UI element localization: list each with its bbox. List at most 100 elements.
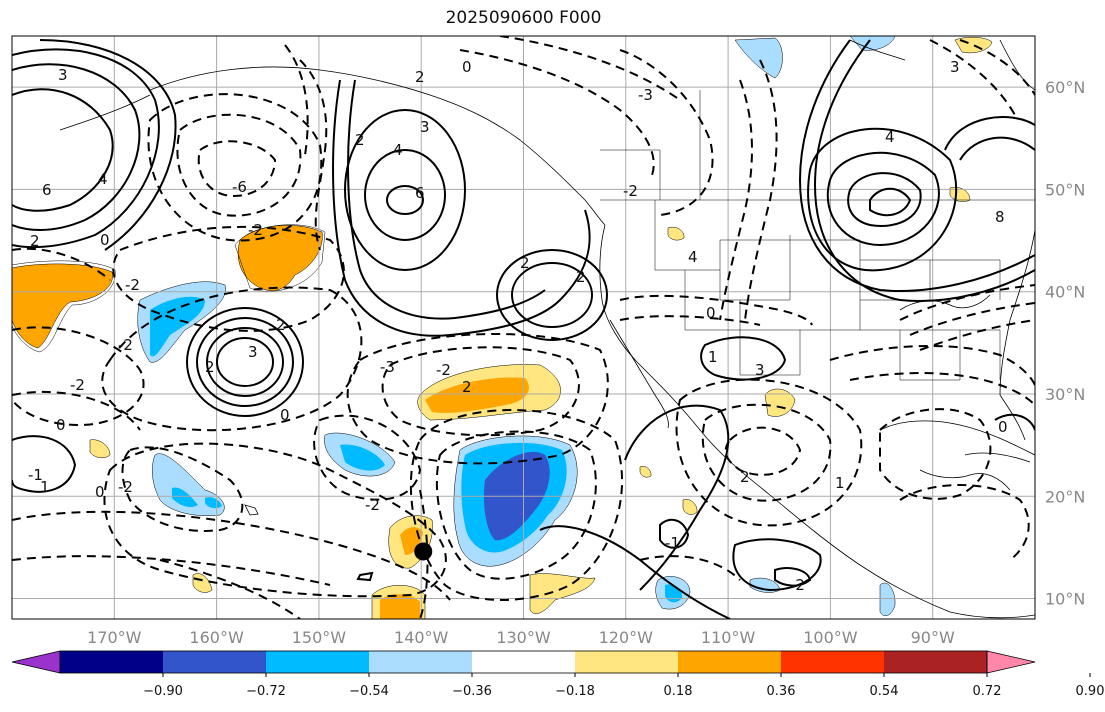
- contour-label: 3: [755, 361, 765, 379]
- contour-label: 2: [740, 468, 750, 486]
- contour-far-e: [994, 413, 1035, 431]
- colorbar-tick-label: −0.54: [349, 684, 389, 699]
- lon-label: 160°W: [189, 628, 244, 647]
- dcontour-12: [103, 442, 447, 598]
- contour-label: 3: [248, 343, 258, 361]
- shade-blue-1: [150, 296, 205, 357]
- contour-label: 0: [280, 406, 290, 424]
- storm-marker: [414, 542, 433, 561]
- coast-pacific-nw: [599, 224, 1035, 619]
- contour-label: 6: [415, 184, 425, 202]
- contour-ne-2: [847, 172, 922, 227]
- dcontour-41: [284, 44, 309, 156]
- lat-label: 60°N: [1045, 78, 1085, 97]
- contour-far-ne-2: [944, 116, 1035, 151]
- contour-low-wc-2: [496, 249, 608, 341]
- dcontour-20: [879, 408, 992, 500]
- dcontour-9: [346, 332, 609, 465]
- dcontour-35: [959, 39, 1035, 96]
- dcontour-8: [381, 346, 580, 437]
- lon-label: 150°W: [292, 628, 347, 647]
- dcontour-13: [12, 510, 451, 601]
- contour-label: 0: [100, 231, 110, 249]
- shade-yellow-6: [529, 573, 596, 614]
- colorbar-tick-label: −0.18: [555, 684, 595, 699]
- contour-label: 8: [995, 208, 1005, 226]
- contour-label: 4: [885, 128, 895, 146]
- contour-labels: 3 0 6 2 4 2 -2 0 2 3 4 6 -6 -2 2 2 4 -2 …: [28, 58, 1008, 594]
- coast-greatlakes: [899, 294, 991, 311]
- contour-sw-1: [12, 435, 77, 493]
- contour-mex-2: [700, 336, 787, 381]
- map-border: [11, 35, 1036, 620]
- contour-label: 3: [420, 118, 430, 136]
- coast-cuba: [964, 452, 1031, 463]
- dcontour-4: [112, 225, 345, 332]
- dashed-contours: [12, 36, 1035, 619]
- lat-label: 20°N: [1045, 487, 1085, 506]
- dcontour-22: [829, 344, 1035, 386]
- shade-blue-5: [205, 497, 222, 509]
- contour-ne-6: [813, 39, 1035, 302]
- dcontour-21: [899, 484, 1030, 561]
- dcontour-37: [639, 555, 741, 581]
- contour-ne-5: [798, 39, 1035, 292]
- contour-nw-4: [39, 39, 177, 251]
- dcontour-38: [159, 559, 301, 619]
- lat-label: 40°N: [1045, 283, 1085, 302]
- contour-s-2: [774, 567, 812, 587]
- dcontour-14: [12, 555, 331, 586]
- lon-label: 110°W: [701, 628, 756, 647]
- colorbar-segment: [781, 651, 885, 673]
- contour-label: 2: [355, 131, 365, 149]
- dcontour-10: [313, 414, 422, 501]
- solid-contours: [12, 39, 1035, 619]
- colorbar-segment: [60, 651, 164, 673]
- contour-label: -2: [436, 361, 451, 379]
- contour-high-alaska-3: [344, 109, 466, 271]
- contour-label: 4: [98, 170, 108, 188]
- dcontour-34: [12, 247, 111, 281]
- dcontour-29: [499, 36, 681, 101]
- colorbar-segment: [163, 651, 267, 673]
- dcontour-19: [675, 378, 863, 527]
- dcontour-6: [12, 326, 145, 427]
- shade-yellow-14: [639, 466, 652, 478]
- shade-lightblue-6: [734, 37, 783, 79]
- dcontour-7: [12, 390, 141, 431]
- contour-label: 0: [95, 483, 105, 501]
- contour-center-3: [196, 317, 294, 407]
- colorbar-tick-label: 0.18: [664, 684, 693, 699]
- contour-label: -1: [665, 534, 680, 552]
- contour-label: 2: [462, 378, 472, 396]
- shade-orange-west: [12, 263, 113, 349]
- contour-ne-1: [869, 187, 912, 217]
- contour-sw-low: [659, 518, 690, 549]
- colorbar-segment: [472, 651, 576, 673]
- colorbar: −0.90 −0.72 −0.54 −0.36 −0.18 0.18 0.36 0.54 0.7…: [11, 650, 1104, 699]
- dcontour-39: [419, 489, 429, 619]
- colorbar-tick-label: −0.36: [452, 684, 492, 699]
- dcontour-3: [147, 93, 323, 242]
- state-borders: [600, 90, 1035, 381]
- contour-label: 1: [708, 348, 718, 366]
- contour-center-2: [206, 327, 284, 397]
- colorbar-tick-label: −0.72: [246, 684, 286, 699]
- coast-alaska: [149, 66, 606, 226]
- contour-label: 3: [58, 66, 68, 84]
- contour-s-1: [732, 538, 822, 592]
- dcontour-26: [919, 319, 1035, 351]
- dcontour-30: [744, 59, 778, 321]
- dcontour-18: [701, 403, 832, 502]
- contour-label: 1: [40, 478, 50, 496]
- contour-label: 0: [56, 416, 66, 434]
- shade-lightblue-9: [879, 582, 896, 617]
- coast-baja: [609, 319, 669, 429]
- contour-low-wc-1: [511, 262, 593, 328]
- contour-high-alaska-5: [347, 79, 546, 320]
- colorbar-segment: [266, 651, 370, 673]
- dcontour-40: [299, 59, 328, 251]
- colorbar-extend-low: [11, 650, 61, 674]
- lon-label: 140°W: [394, 628, 449, 647]
- coast-gulf: [879, 420, 1035, 456]
